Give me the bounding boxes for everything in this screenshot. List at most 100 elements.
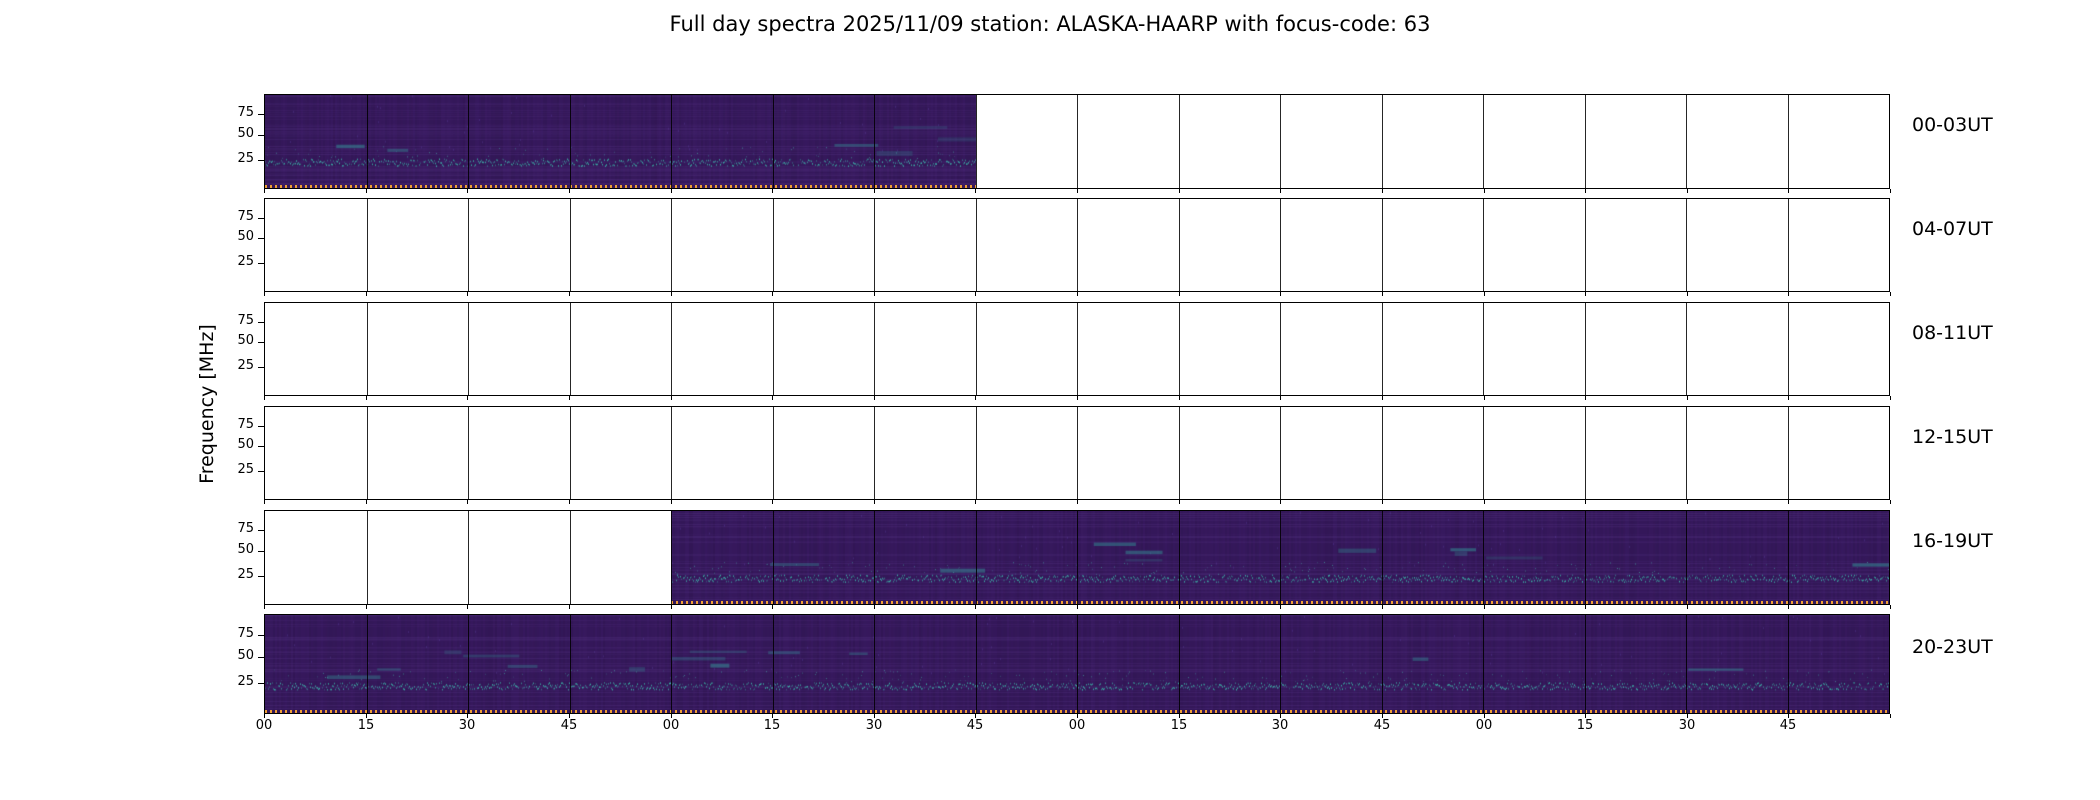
subpanel-divider	[975, 407, 977, 499]
subpanel-divider	[1381, 615, 1383, 713]
subpanel-divider	[1483, 407, 1484, 499]
subpanel-divider	[569, 407, 571, 499]
subpanel-divider	[1280, 615, 1281, 713]
y-tick	[258, 342, 264, 343]
x-tick	[1382, 292, 1383, 296]
subpanel-divider	[671, 303, 672, 395]
subpanel-divider	[874, 303, 875, 395]
x-tick	[1687, 189, 1688, 193]
x-tick	[1484, 714, 1485, 718]
x-tick	[264, 605, 265, 609]
x-tick	[1179, 714, 1180, 718]
x-tick	[1077, 500, 1078, 504]
x-tick	[975, 292, 976, 296]
subpanel-divider	[1584, 511, 1586, 604]
subpanel-divider	[772, 511, 774, 604]
subpanel-divider	[569, 511, 571, 604]
x-tick	[1179, 396, 1180, 400]
x-tick	[1687, 292, 1688, 296]
spectrogram-panel-08-11ut	[258, 302, 1890, 396]
x-tick	[772, 292, 773, 296]
subpanel-divider	[1280, 407, 1281, 499]
x-tick-label: 15	[1170, 718, 1188, 733]
x-tick	[467, 605, 468, 609]
x-tick	[264, 292, 265, 296]
x-tick	[772, 396, 773, 400]
row-time-label: 12-15UT	[1912, 426, 1993, 448]
y-tick-label: 75	[237, 105, 254, 120]
subpanel-divider	[1178, 303, 1180, 395]
x-tick	[1788, 714, 1789, 718]
subpanel-divider	[772, 303, 774, 395]
y-tick	[258, 322, 264, 323]
subpanel-divider	[874, 95, 875, 188]
x-tick	[1890, 292, 1891, 296]
subpanel-divider	[1381, 303, 1383, 395]
subpanel-divider	[366, 303, 368, 395]
subpanel-divider	[1381, 199, 1383, 291]
x-tick	[1179, 500, 1180, 504]
y-tick	[258, 263, 264, 264]
subpanel-divider	[569, 303, 571, 395]
subpanel-divider	[1584, 303, 1586, 395]
x-tick	[1687, 396, 1688, 400]
y-tick	[258, 114, 264, 115]
y-tick-label: 50	[237, 437, 254, 452]
x-tick-label: 15	[357, 718, 375, 733]
subpanel-divider	[1077, 303, 1078, 395]
subpanel-divider	[671, 407, 672, 499]
spectrogram-data	[265, 95, 976, 188]
y-tick	[258, 367, 264, 368]
y-tick-label: 25	[237, 151, 254, 166]
x-tick	[1484, 605, 1485, 609]
y-tick	[258, 683, 264, 684]
y-tick-label: 50	[237, 542, 254, 557]
x-tick	[1788, 292, 1789, 296]
x-tick-label: 45	[1779, 718, 1797, 733]
y-tick-label: 75	[237, 313, 254, 328]
x-tick-label: 45	[560, 718, 578, 733]
x-tick	[1077, 714, 1078, 718]
subpanel-divider	[874, 407, 875, 499]
x-tick	[671, 605, 672, 609]
x-tick	[1890, 500, 1891, 504]
x-tick	[671, 189, 672, 193]
x-tick	[1788, 396, 1789, 400]
x-tick	[1077, 189, 1078, 193]
x-tick	[569, 714, 570, 718]
subpanel-divider	[1686, 407, 1687, 499]
subpanel-divider	[1584, 95, 1586, 188]
subpanel-divider	[671, 615, 672, 713]
time-marker-dots	[265, 185, 976, 188]
x-tick	[1280, 292, 1281, 296]
subpanel-divider	[874, 511, 875, 604]
x-tick	[569, 396, 570, 400]
x-tick-label: 30	[1271, 718, 1289, 733]
subpanel-divider	[1178, 615, 1180, 713]
x-tick	[1788, 189, 1789, 193]
y-tick-label: 25	[237, 358, 254, 373]
subpanel-divider	[569, 615, 571, 713]
x-tick	[366, 396, 367, 400]
x-tick	[1077, 605, 1078, 609]
x-tick	[874, 189, 875, 193]
subpanel-divider	[1483, 303, 1484, 395]
subpanel-divider	[671, 511, 672, 604]
subpanel-divider	[468, 303, 469, 395]
subpanel-divider	[1483, 95, 1484, 188]
x-tick	[874, 500, 875, 504]
x-tick	[1585, 500, 1586, 504]
y-tick-label: 25	[237, 462, 254, 477]
x-tick	[1687, 605, 1688, 609]
x-tick	[671, 292, 672, 296]
subpanel-divider	[1077, 407, 1078, 499]
row-time-label: 00-03UT	[1912, 114, 1993, 136]
x-tick	[1687, 500, 1688, 504]
x-tick	[1280, 396, 1281, 400]
y-tick-label: 25	[237, 674, 254, 689]
x-tick	[1585, 292, 1586, 296]
x-tick	[1585, 605, 1586, 609]
x-tick	[975, 605, 976, 609]
x-tick	[671, 396, 672, 400]
x-tick	[1382, 396, 1383, 400]
